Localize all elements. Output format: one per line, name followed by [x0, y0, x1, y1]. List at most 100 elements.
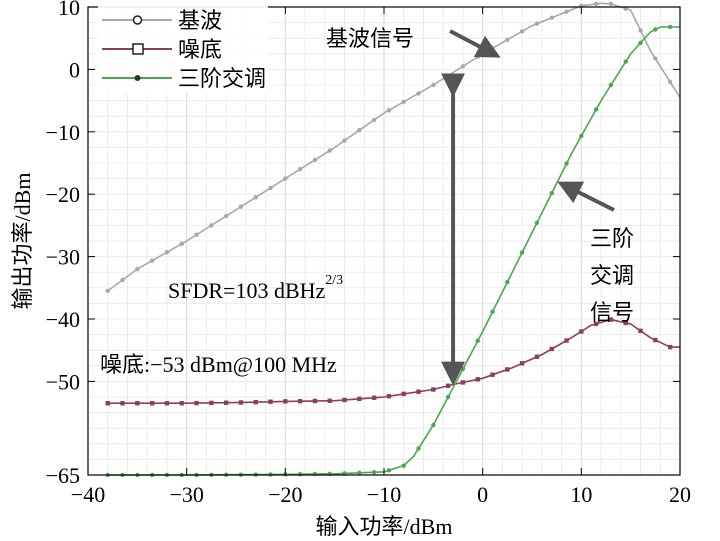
data-point	[371, 395, 377, 400]
series-line	[107, 26, 680, 476]
data-point	[667, 344, 673, 350]
data-point	[386, 394, 392, 399]
data-point	[312, 157, 318, 163]
data-point	[431, 422, 436, 428]
sfdr-superscript: 2/3	[325, 273, 343, 288]
data-point	[431, 387, 436, 392]
data-point	[564, 161, 569, 166]
data-point	[312, 398, 318, 404]
data-point	[549, 15, 554, 20]
fundamental-arrow-icon	[449, 29, 501, 58]
data-point	[238, 204, 244, 209]
data-point	[297, 167, 303, 172]
y-tick-label: 10	[58, 0, 80, 20]
legend-marker	[132, 15, 143, 25]
data-point	[209, 400, 214, 406]
data-point	[667, 79, 673, 85]
y-tick-label: −40	[46, 307, 80, 332]
y-axis-label: 输出功率/dBm	[10, 173, 35, 310]
data-point	[519, 361, 525, 366]
data-point	[653, 56, 658, 61]
data-point	[623, 59, 628, 64]
data-point	[238, 400, 244, 405]
data-point	[342, 397, 347, 403]
data-point	[209, 223, 214, 228]
data-point	[549, 346, 554, 352]
data-point	[534, 21, 540, 26]
data-point	[638, 28, 643, 33]
data-point	[653, 27, 658, 32]
data-point	[579, 329, 584, 334]
data-point	[357, 128, 362, 133]
data-point	[667, 24, 673, 30]
data-point	[445, 73, 451, 78]
data-point	[149, 401, 155, 406]
data-point	[505, 279, 510, 285]
data-point	[357, 396, 362, 402]
data-point	[460, 64, 466, 69]
data-point	[460, 366, 466, 372]
data-point	[194, 232, 199, 237]
data-point	[253, 399, 258, 405]
data-point	[105, 288, 110, 294]
x-tick-label: 10	[570, 482, 592, 507]
data-point	[638, 40, 643, 46]
legend-marker	[132, 43, 144, 55]
data-point	[490, 309, 495, 314]
data-point	[638, 328, 643, 334]
data-point	[475, 377, 480, 382]
data-point	[135, 266, 140, 272]
data-point	[194, 400, 199, 406]
data-point	[401, 463, 406, 468]
data-point	[505, 367, 510, 372]
data-point	[534, 220, 540, 225]
data-point	[490, 372, 495, 377]
data-point	[297, 398, 303, 404]
y-tick-label: 0	[69, 57, 80, 82]
data-point	[608, 82, 614, 88]
data-point	[149, 258, 155, 263]
data-point	[120, 401, 125, 406]
data-point	[416, 446, 421, 451]
plot-series	[105, 1, 681, 478]
data-point	[283, 399, 288, 404]
im3-arrow-icon	[557, 181, 615, 212]
data-point	[105, 401, 110, 406]
y-tick-label: −65	[46, 463, 80, 488]
x-tick-label: −40	[71, 482, 105, 507]
data-point	[268, 185, 273, 191]
data-point	[445, 394, 451, 400]
data-point	[460, 380, 466, 385]
im3-annotation-line-1: 三阶	[590, 226, 634, 251]
data-point	[519, 29, 525, 34]
x-tick-label: −10	[367, 482, 401, 507]
data-point	[593, 107, 599, 112]
data-point	[342, 138, 347, 143]
data-point	[564, 9, 569, 14]
data-point	[179, 241, 184, 247]
data-point	[223, 400, 229, 405]
data-point	[519, 250, 525, 255]
data-point	[120, 277, 125, 283]
data-point	[416, 389, 421, 394]
data-point	[297, 471, 303, 477]
y-tick-label: −30	[46, 245, 80, 270]
sfdr-annotation: SFDR=103 dBHz2/3	[168, 273, 343, 303]
data-point	[401, 391, 406, 397]
data-point	[357, 470, 362, 476]
legend-marker	[134, 75, 141, 81]
legend-label: 基波	[178, 8, 222, 33]
data-point	[623, 320, 628, 326]
x-axis-label: 输入功率/dBm	[316, 514, 453, 539]
data-point	[608, 317, 614, 322]
y-tick-label: −10	[46, 120, 80, 145]
legend-item: 基波	[102, 8, 222, 33]
noise-floor-annotation: 噪底:−53 dBm@100 MHz	[100, 352, 337, 377]
legend-item: 噪底	[102, 37, 222, 62]
data-point	[164, 250, 170, 255]
axis-ticks: −40 −30 −20 −10 0 10 20 10 0 −10 −20 −30 −40 −50 −65	[46, 0, 691, 507]
data-point	[371, 117, 377, 123]
sfdr-text: SFDR=103 dBHz	[168, 278, 326, 303]
